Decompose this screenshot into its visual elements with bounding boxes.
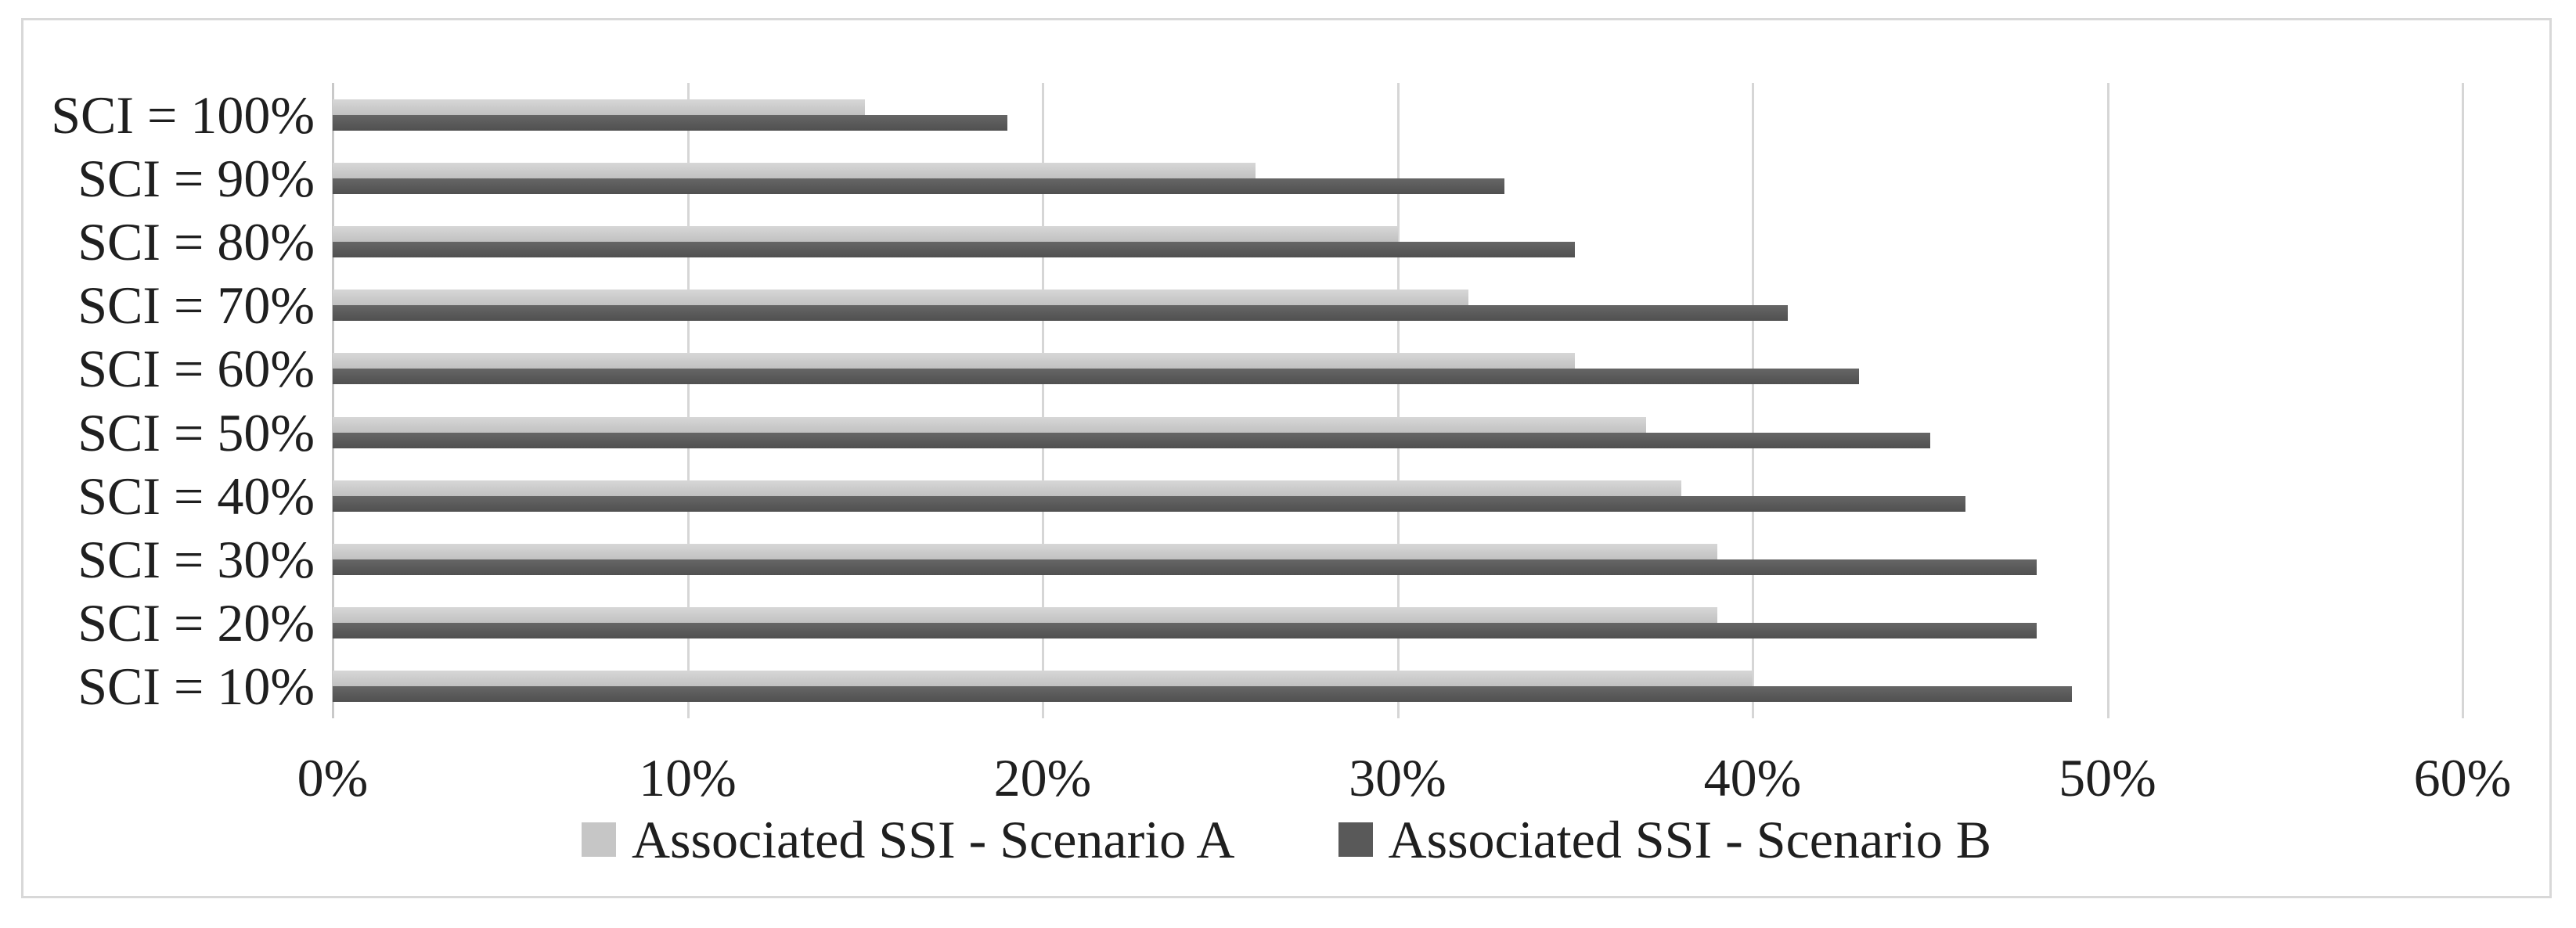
x-tick-label: 60% xyxy=(2413,748,2512,808)
category-label: SCI = 80% xyxy=(77,212,315,272)
x-tick-label: 30% xyxy=(1349,748,1447,808)
category-label: SCI = 10% xyxy=(77,656,315,717)
category-label: SCI = 40% xyxy=(77,466,315,526)
bar-scenario-a xyxy=(333,162,1256,178)
bar-scenario-a xyxy=(333,290,1469,306)
legend-item-scenario-b: Associated SSI - Scenario B xyxy=(1338,810,1992,869)
legend-swatch-scenario-a xyxy=(581,822,616,857)
bar-scenario-b xyxy=(333,623,2037,639)
category-label: SCI = 50% xyxy=(77,402,315,462)
legend-item-scenario-a: Associated SSI - Scenario A xyxy=(581,810,1235,869)
bar-scenario-a xyxy=(333,544,1717,559)
chart-frame: SCI = 100% SCI = 90% SCI = 80% SCI = 70% SCI… xyxy=(21,18,2552,898)
bar-scenario-b xyxy=(333,369,1860,385)
x-tick-label: 20% xyxy=(993,748,1092,808)
gridline xyxy=(686,83,690,718)
bar-scenario-b xyxy=(333,242,1576,257)
category-label: SCI = 70% xyxy=(77,275,315,336)
bar-scenario-b xyxy=(333,432,1930,448)
x-tick-label: 10% xyxy=(639,748,737,808)
legend-swatch-scenario-b xyxy=(1338,822,1373,857)
category-label: SCI = 30% xyxy=(77,530,315,589)
x-tick-label: 40% xyxy=(1703,748,1802,808)
y-axis-line xyxy=(332,83,334,718)
bar-scenario-a xyxy=(333,353,1576,369)
bar-scenario-a xyxy=(333,671,1753,687)
x-tick-label: 0% xyxy=(297,748,369,808)
bar-scenario-b xyxy=(333,178,1504,194)
bar-scenario-b xyxy=(333,114,1007,131)
gridline xyxy=(2462,83,2464,718)
bar-scenario-a xyxy=(333,416,1646,433)
bar-scenario-b xyxy=(333,305,1789,322)
gridline xyxy=(1752,83,1754,718)
bar-scenario-a xyxy=(333,607,1717,624)
bar-scenario-a xyxy=(333,480,1682,496)
legend-label-scenario-a: Associated SSI - Scenario A xyxy=(631,810,1235,869)
plot-area xyxy=(332,83,2464,718)
legend-label-scenario-b: Associated SSI - Scenario B xyxy=(1388,810,1992,869)
gridline xyxy=(1396,83,1400,718)
category-label: SCI = 60% xyxy=(77,339,315,399)
bar-scenario-a xyxy=(333,99,866,115)
bar-scenario-b xyxy=(333,495,1966,512)
bar-scenario-a xyxy=(333,226,1398,242)
category-label: SCI = 90% xyxy=(77,148,315,208)
category-label: SCI = 100% xyxy=(51,85,315,145)
gridline xyxy=(2106,83,2109,718)
gridline xyxy=(1042,83,1044,718)
bar-scenario-b xyxy=(333,559,2037,575)
legend: Associated SSI - Scenario A Associated S… xyxy=(23,807,2549,872)
category-label: SCI = 20% xyxy=(77,593,315,653)
bar-scenario-b xyxy=(333,686,2073,703)
x-tick-label: 50% xyxy=(2059,748,2156,808)
